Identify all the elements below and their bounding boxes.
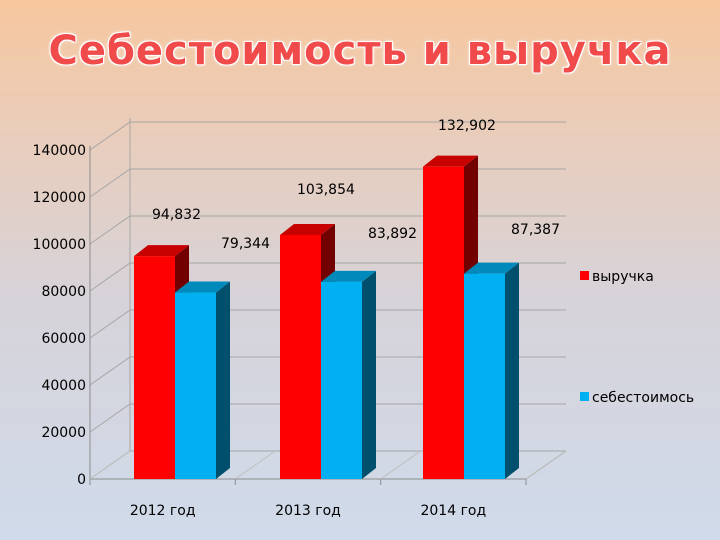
- legend-swatch: [580, 271, 589, 280]
- data-label: 83,892: [368, 226, 417, 242]
- gridline-diagonal: [89, 403, 131, 433]
- x-category-label: 2014 год: [420, 503, 486, 519]
- legend-label: себестоимось: [592, 390, 694, 406]
- y-tick-label: 80000: [41, 284, 86, 300]
- bar-cost: [321, 270, 376, 479]
- legend-swatch: [580, 392, 589, 401]
- legend: выручка себестоимось: [580, 269, 694, 406]
- x-category-label: 2013 год: [275, 503, 341, 519]
- x-category-label: 2012 год: [130, 503, 196, 519]
- data-label: 87,387: [511, 222, 560, 238]
- floor-gridline: [380, 450, 421, 480]
- data-label: 132,902: [438, 118, 496, 134]
- legend-label: выручка: [592, 269, 654, 285]
- bar-cost: [464, 262, 519, 479]
- bars: [134, 155, 519, 479]
- data-label: 94,832: [152, 207, 201, 223]
- y-tick-label: 60000: [41, 331, 86, 347]
- gridline-diagonal: [89, 215, 131, 245]
- data-labels: 94,832 103,854 132,902 79,344 83,892 87,387: [152, 118, 560, 252]
- gridline-diagonal: [89, 168, 131, 198]
- data-label: 79,344: [221, 236, 270, 252]
- gridline-diagonal: [89, 262, 131, 292]
- gridline-diagonal: [89, 121, 131, 151]
- y-tick-label: 120000: [33, 190, 86, 206]
- y-axis-ticks: 0 20000 40000 60000 80000 100000 120000 140000: [33, 143, 86, 488]
- y-tick-label: 140000: [33, 143, 86, 159]
- floor-gridline: [235, 450, 276, 480]
- y-tick-label: 100000: [33, 237, 86, 253]
- data-label: 103,854: [297, 182, 355, 198]
- floor-gridline: [89, 450, 131, 480]
- chart-title: Себестоимость и выручка: [48, 28, 672, 74]
- gridline-diagonal: [89, 309, 131, 339]
- floor-gridline: [525, 450, 567, 480]
- y-tick-label: 40000: [41, 378, 86, 394]
- y-tick-label: 20000: [41, 425, 86, 441]
- gridline-diagonal: [89, 356, 131, 386]
- x-axis-categories: 2012 год 2013 год 2014 год: [130, 503, 486, 519]
- bar-cost: [175, 281, 230, 479]
- y-tick-label: 0: [77, 472, 86, 488]
